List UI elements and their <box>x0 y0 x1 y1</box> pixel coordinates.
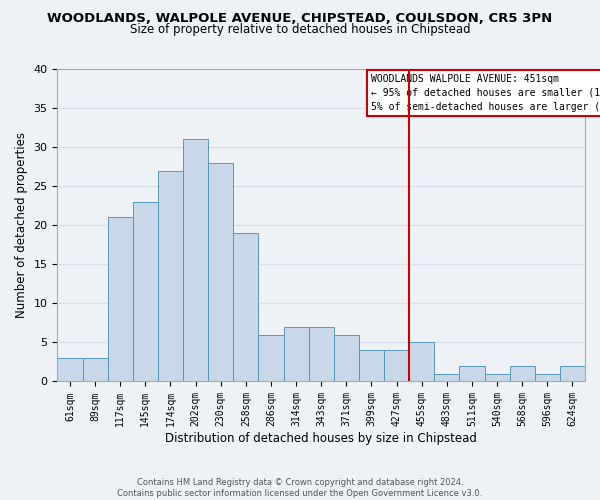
Text: Contains HM Land Registry data © Crown copyright and database right 2024.
Contai: Contains HM Land Registry data © Crown c… <box>118 478 482 498</box>
Y-axis label: Number of detached properties: Number of detached properties <box>15 132 28 318</box>
Bar <box>384 350 409 382</box>
X-axis label: Distribution of detached houses by size in Chipstead: Distribution of detached houses by size … <box>165 432 477 445</box>
Bar <box>485 374 509 382</box>
Bar <box>58 358 83 382</box>
Bar <box>460 366 485 382</box>
Bar <box>233 233 259 382</box>
Text: Size of property relative to detached houses in Chipstead: Size of property relative to detached ho… <box>130 22 470 36</box>
Bar <box>158 170 183 382</box>
Bar <box>308 327 334 382</box>
Bar <box>560 366 585 382</box>
Bar <box>208 162 233 382</box>
Bar <box>83 358 107 382</box>
Bar <box>409 342 434 382</box>
Text: WOODLANDS WALPOLE AVENUE: 451sqm
← 95% of detached houses are smaller (188)
5% o: WOODLANDS WALPOLE AVENUE: 451sqm ← 95% o… <box>371 74 600 112</box>
Bar <box>133 202 158 382</box>
Bar <box>107 218 133 382</box>
Bar <box>359 350 384 382</box>
Text: WOODLANDS, WALPOLE AVENUE, CHIPSTEAD, COULSDON, CR5 3PN: WOODLANDS, WALPOLE AVENUE, CHIPSTEAD, CO… <box>47 12 553 26</box>
Bar <box>334 334 359 382</box>
Bar <box>509 366 535 382</box>
Bar <box>434 374 460 382</box>
Bar <box>183 140 208 382</box>
Bar <box>535 374 560 382</box>
Bar <box>259 334 284 382</box>
Bar <box>284 327 308 382</box>
